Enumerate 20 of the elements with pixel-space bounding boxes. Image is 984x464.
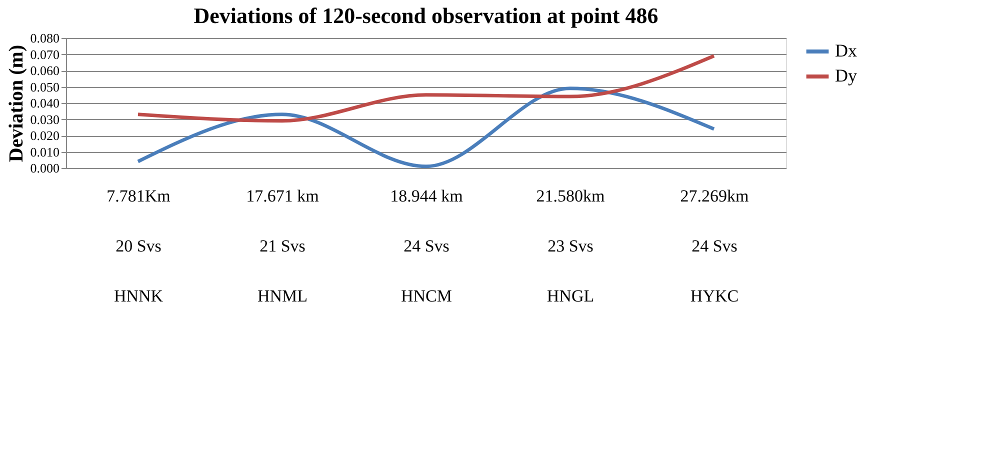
- y-tick-label: 0.060: [30, 63, 60, 78]
- y-tick-label: 0.070: [30, 46, 60, 62]
- y-tick-label: 0.010: [30, 144, 60, 160]
- y-tick-label: 0.080: [30, 30, 60, 46]
- y-tick-label: 0.040: [30, 96, 60, 110]
- y-tick-label: 0.000: [30, 160, 60, 176]
- category-label: 7.781Km 20 Svs HNNK: [106, 186, 170, 306]
- chart-title: Deviations of 120-second observation at point 486: [194, 3, 658, 28]
- category-label: 17.671 km 21 Svs HNML: [246, 186, 319, 306]
- line-series: [136, 54, 716, 123]
- y-axis-title: Deviation (m): [5, 44, 28, 162]
- y-tick-label: 0.020: [30, 128, 60, 143]
- line-series: [136, 86, 716, 168]
- category-label: 27.269km 24 Svs HYKC: [680, 186, 749, 306]
- category-label: 18.944 km 24 Svs HNCM: [390, 186, 463, 306]
- category-label: 21.580km 23 Svs HNGL: [536, 186, 605, 306]
- legend-label: Dx: [835, 40, 857, 60]
- y-tick-label: 0.030: [30, 112, 60, 127]
- legend-label: Dy: [835, 66, 857, 86]
- y-tick-label: 0.050: [30, 79, 60, 94]
